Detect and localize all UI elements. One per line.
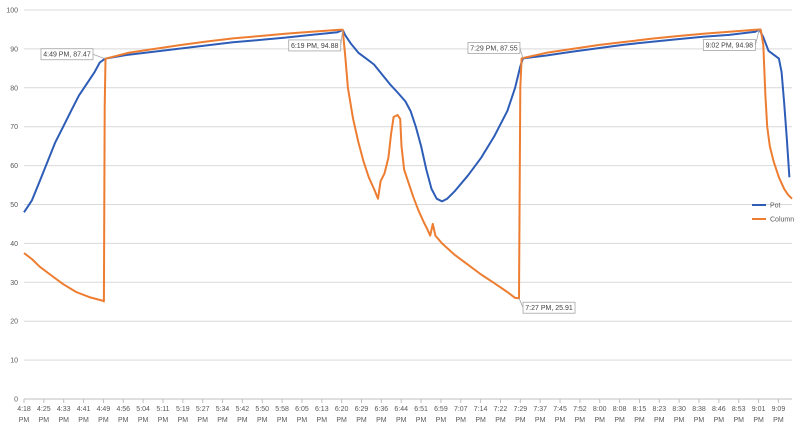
x-tick-label: 8:38 PM [692, 406, 706, 424]
x-tick-label: 9:09 PM [772, 406, 786, 424]
y-tick-label: 0 [14, 397, 18, 404]
x-tick-label: 6:59 PM [434, 406, 448, 424]
x-tick-label: 8:46 PM [712, 406, 726, 424]
x-tick-label: 5:50 PM [255, 406, 269, 424]
y-tick-label: 100 [6, 8, 18, 15]
x-tick-label: 5:58 PM [275, 406, 289, 424]
callout-leader [519, 47, 524, 59]
callout-box [702, 39, 756, 51]
x-tick-label: 5:34 PM [216, 406, 230, 424]
y-tick-label: 30 [10, 280, 18, 287]
y-tick-label: 50 [10, 202, 18, 209]
x-tick-label: 6:20 PM [335, 406, 349, 424]
callout-label: 7:27 PM, 25.91 [525, 305, 573, 312]
y-tick-label: 40 [10, 241, 18, 248]
callout-box [522, 301, 576, 314]
x-tick-label: 4:25 PM [37, 406, 51, 424]
x-tick-label: 4:33 PM [57, 406, 71, 424]
legend-label: Column [770, 217, 794, 224]
y-tick-label: 90 [10, 46, 18, 53]
callout-label: 6:19 PM, 94.88 [291, 43, 339, 50]
gridlines [24, 9, 792, 400]
y-tick-label: 70 [10, 124, 18, 131]
series-line-pot [23, 28, 791, 213]
x-tick-label: 5:27 PM [196, 406, 210, 424]
callout: 7:29 PM, 87.55 [467, 42, 524, 59]
callout-label: 7:29 PM, 87.55 [470, 45, 518, 52]
legend-label: Pot [770, 203, 781, 210]
x-tick-label: 4:41 PM [77, 406, 91, 424]
x-tick-label: 8:30 PM [672, 406, 686, 424]
x-tick-label: 5:19 PM [176, 406, 190, 424]
callout-leader [92, 53, 106, 60]
x-axis: 4:18 PM 4:25 PM 4:33 PM 4:41 PM 4:49 PM 4:56 PM 5:04… [17, 399, 785, 424]
y-axis-tick-labels: 0 10 20 30 40 50 60 70 80 90 100 [6, 8, 18, 404]
x-tick-label: 7:07 PM [454, 406, 468, 424]
series-line-column [23, 28, 793, 303]
x-tick-label: 7:22 PM [494, 406, 508, 424]
x-tick-label: 6:05 PM [295, 406, 309, 424]
x-tick-label: 8:53 PM [732, 406, 746, 424]
series-lines [23, 28, 793, 303]
x-tick-label: 8:15 PM [633, 406, 647, 424]
x-tick-label: 8:23 PM [652, 406, 666, 424]
x-tick-label: 4:49 PM [97, 406, 111, 424]
x-tick-label: 6:13 PM [315, 406, 329, 424]
callout-leader [754, 29, 760, 46]
callout: 6:19 PM, 94.88 [288, 29, 344, 52]
callout: 9:02 PM, 94.98 [702, 29, 760, 51]
x-tick-label: 6:29 PM [355, 406, 369, 424]
x-tick-label: 7:52 PM [573, 406, 587, 424]
y-tick-label: 10 [10, 358, 18, 365]
x-tick-label: 9:01 PM [752, 406, 766, 424]
x-tick-label: 5:11 PM [156, 406, 169, 424]
legend: Pot Column [752, 203, 794, 224]
x-tick-label: 5:42 PM [236, 406, 250, 424]
x-tick-label: 7:29 PM [514, 406, 528, 424]
callout: 4:49 PM, 87.47 [40, 48, 106, 61]
x-tick-label: 7:45 PM [553, 406, 567, 424]
callout-box [40, 48, 94, 61]
callout-leader [518, 298, 524, 308]
x-tick-label: 6:36 PM [375, 406, 389, 424]
x-tick-label: 8:00 PM [593, 406, 607, 424]
y-tick-label: 60 [10, 163, 18, 170]
callout-label: 4:49 PM, 87.47 [43, 52, 91, 59]
callout-box [288, 39, 342, 52]
x-tick-label: 7:14 PM [474, 406, 488, 424]
x-tick-label: 4:56 PM [116, 406, 130, 424]
x-tick-label: 4:18 PM [17, 406, 31, 424]
y-tick-label: 20 [10, 319, 18, 326]
x-tick-label: 8:08 PM [613, 406, 627, 424]
callout-label: 9:02 PM, 94.98 [706, 43, 754, 50]
callout: 7:27 PM, 25.91 [518, 298, 576, 314]
x-tick-label: 7:37 PM [533, 406, 547, 424]
x-tick-label: 6:51 PM [414, 406, 428, 424]
data-callouts: 4:49 PM, 87.47 6:19 PM, 94.88 7:29 PM, 87.… [40, 29, 760, 314]
x-tick-label: 6:44 PM [394, 406, 408, 424]
callout-box [467, 42, 521, 54]
x-tick-label: 5:04 PM [136, 406, 150, 424]
y-tick-label: 80 [10, 85, 18, 92]
